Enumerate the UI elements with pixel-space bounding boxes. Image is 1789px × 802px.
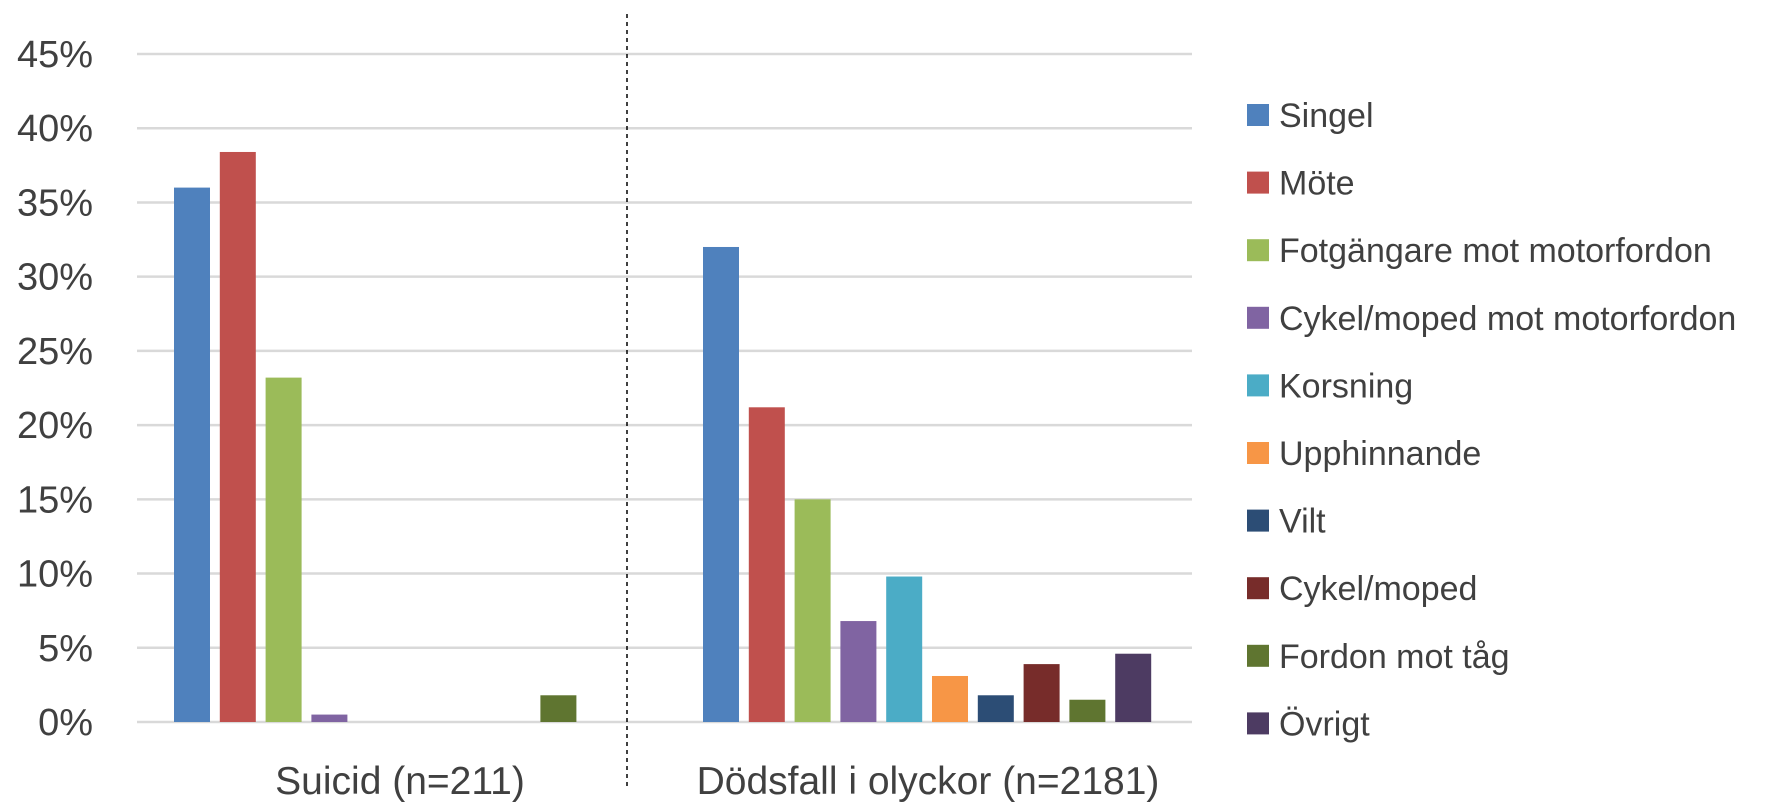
bar--vrigt-2 <box>1115 653 1152 722</box>
bar-cykel-moped-mot-motorfordon-2 <box>840 621 877 722</box>
bar-upphinnande-2 <box>932 675 968 722</box>
bar-fordon-mot-t-g-1 <box>540 695 577 722</box>
legend-swatch <box>1247 104 1269 126</box>
bar-korsning-2 <box>886 576 923 722</box>
legend-label: Singel <box>1279 97 1374 135</box>
bar-cykel-moped-mot-motorfordon-1 <box>311 714 348 722</box>
y-tick-label: 5% <box>38 628 93 670</box>
legend-swatch <box>1247 306 1269 329</box>
bar-fotg-ngare-mot-motorfordon-2 <box>794 499 831 722</box>
y-tick-label: 25% <box>17 331 93 373</box>
bar-m-te-1 <box>219 151 256 722</box>
legend-swatch <box>1247 442 1269 464</box>
legend-swatch <box>1247 509 1269 532</box>
bars <box>174 151 1152 723</box>
y-tick-label: 10% <box>17 554 93 596</box>
gridlines <box>137 52 1192 724</box>
legend-label: Upphinnande <box>1279 435 1481 473</box>
legend-swatch <box>1247 171 1269 194</box>
legend-swatch <box>1247 577 1269 600</box>
y-tick-label: 30% <box>17 257 93 299</box>
legend-swatch <box>1247 239 1269 262</box>
legend-label: Korsning <box>1279 367 1413 405</box>
legend-label: Fotgängare mot motorfordon <box>1279 232 1712 270</box>
y-tick-label: 40% <box>17 108 93 150</box>
y-tick-label: 35% <box>17 182 93 224</box>
y-axis-tick-labels: 0% 5% 10% 15% 20% 25% 30% 35% 40% 45% <box>17 34 93 744</box>
x-axis-category-labels: Suicid (n=211) Dödsfall i olyckor (n=2181… <box>275 760 1159 802</box>
legend-label: Vilt <box>1279 503 1326 541</box>
legend-swatch <box>1247 644 1269 667</box>
bar-m-te-2 <box>748 407 785 722</box>
legend-swatch <box>1247 712 1269 735</box>
bar-singel-2 <box>703 246 739 722</box>
bar-singel-1 <box>174 187 210 723</box>
legend-label: Cykel/moped <box>1279 570 1477 608</box>
legend-label: Fordon mot tåg <box>1279 638 1510 676</box>
y-tick-label: 20% <box>17 405 93 447</box>
bar-cykel-moped-2 <box>1023 664 1060 722</box>
x-category-label: Suicid (n=211) <box>275 760 525 802</box>
bar-vilt-2 <box>977 695 1014 722</box>
y-tick-label: 45% <box>17 34 93 76</box>
x-category-label: Dödsfall i olyckor (n=2181) <box>697 760 1160 802</box>
legend-label: Cykel/moped mot motorfordon <box>1279 300 1736 338</box>
legend: Singel Möte Fotgängare mot motorfordon Cyke… <box>1247 97 1736 743</box>
bar-fotg-ngare-mot-motorfordon-1 <box>265 377 302 722</box>
y-tick-label: 0% <box>38 702 93 744</box>
legend-label: Möte <box>1279 165 1355 203</box>
bar-fordon-mot-t-g-2 <box>1069 699 1106 722</box>
legend-label: Övrigt <box>1279 705 1370 743</box>
legend-swatch <box>1247 374 1269 397</box>
y-tick-label: 15% <box>17 479 93 521</box>
